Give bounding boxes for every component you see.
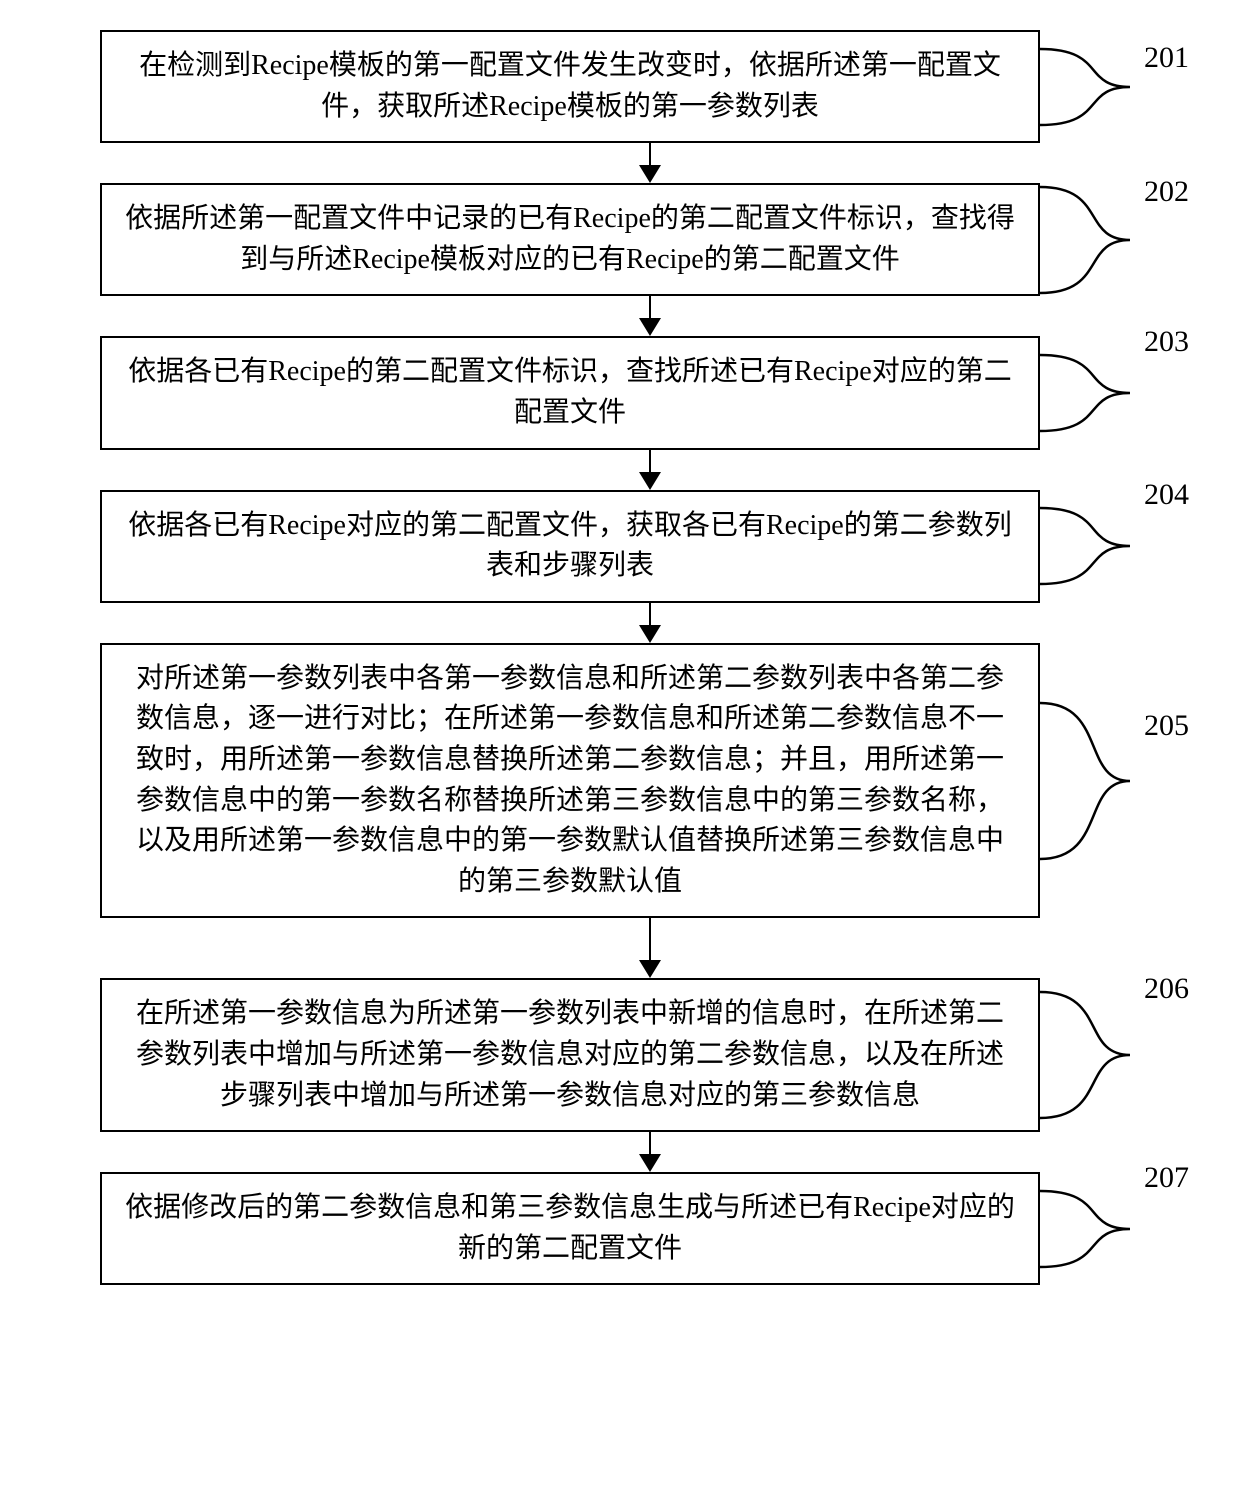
arrow-down-icon (180, 143, 1120, 183)
step-label: 207 (1144, 1161, 1189, 1195)
flow-step-row: 对所述第一参数列表中各第一参数信息和所述第二参数列表中各第二参数信息，逐一进行对… (40, 643, 1200, 919)
flow-step-box: 在检测到Recipe模板的第一配置文件发生改变时，依据所述第一配置文件，获取所述… (100, 30, 1040, 143)
step-connector: 201 (1040, 47, 1200, 127)
flow-step-row: 在检测到Recipe模板的第一配置文件发生改变时，依据所述第一配置文件，获取所述… (40, 30, 1200, 143)
flow-step-row: 依据各已有Recipe的第二配置文件标识，查找所述已有Recipe对应的第二配置… (40, 336, 1200, 449)
step-connector: 205 (1040, 701, 1200, 861)
flow-step-box: 依据所述第一配置文件中记录的已有Recipe的第二配置文件标识，查找得到与所述R… (100, 183, 1040, 296)
flow-step-box: 依据各已有Recipe的第二配置文件标识，查找所述已有Recipe对应的第二配置… (100, 336, 1040, 449)
step-label: 201 (1144, 41, 1189, 75)
step-connector: 202 (1040, 185, 1200, 295)
step-label: 206 (1144, 972, 1189, 1006)
step-connector: 203 (1040, 353, 1200, 433)
step-label: 203 (1144, 325, 1189, 359)
arrow-down-icon (180, 918, 1120, 978)
flow-step-row: 依据所述第一配置文件中记录的已有Recipe的第二配置文件标识，查找得到与所述R… (40, 183, 1200, 296)
flow-step-box: 依据修改后的第二参数信息和第三参数信息生成与所述已有Recipe对应的新的第二配… (100, 1172, 1040, 1285)
flow-step-box: 依据各已有Recipe对应的第二配置文件，获取各已有Recipe的第二参数列表和… (100, 490, 1040, 603)
step-connector: 207 (1040, 1189, 1200, 1269)
flow-step-row: 在所述第一参数信息为所述第一参数列表中新增的信息时，在所述第二参数列表中增加与所… (40, 978, 1200, 1132)
arrow-down-icon (180, 450, 1120, 490)
step-label: 204 (1144, 478, 1189, 512)
step-label: 205 (1144, 709, 1189, 743)
flow-step-box: 对所述第一参数列表中各第一参数信息和所述第二参数列表中各第二参数信息，逐一进行对… (100, 643, 1040, 919)
step-connector: 206 (1040, 990, 1200, 1120)
arrow-down-icon (180, 1132, 1120, 1172)
flow-step-row: 依据修改后的第二参数信息和第三参数信息生成与所述已有Recipe对应的新的第二配… (40, 1172, 1200, 1285)
flow-step-row: 依据各已有Recipe对应的第二配置文件，获取各已有Recipe的第二参数列表和… (40, 490, 1200, 603)
step-connector: 204 (1040, 506, 1200, 586)
arrow-down-icon (180, 296, 1120, 336)
arrow-down-icon (180, 603, 1120, 643)
step-label: 202 (1144, 175, 1189, 209)
flow-step-box: 在所述第一参数信息为所述第一参数列表中新增的信息时，在所述第二参数列表中增加与所… (100, 978, 1040, 1132)
flowchart-container: 在检测到Recipe模板的第一配置文件发生改变时，依据所述第一配置文件，获取所述… (40, 30, 1200, 1285)
